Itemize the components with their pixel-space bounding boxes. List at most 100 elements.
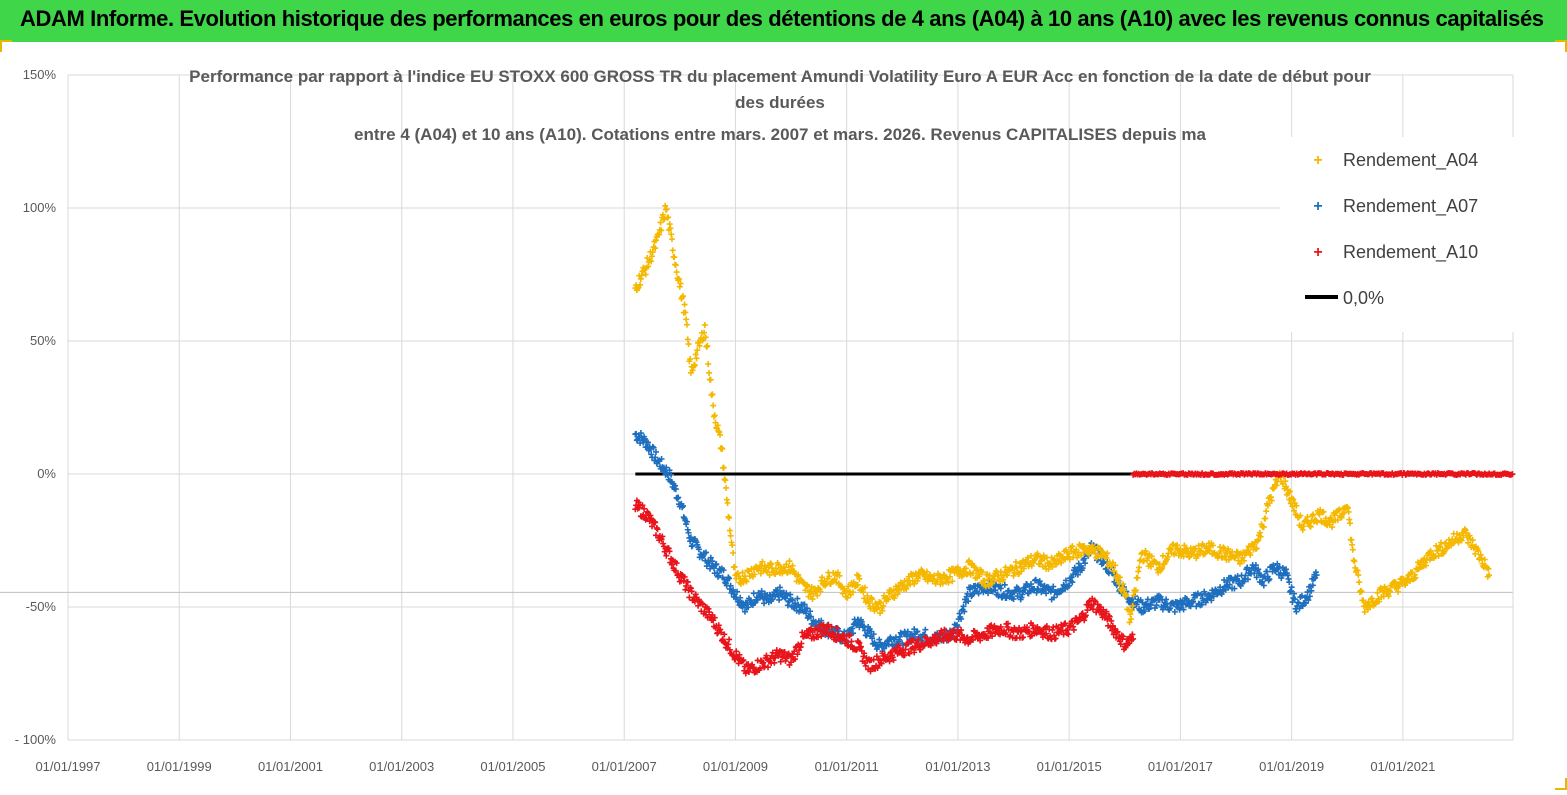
point-a07 (633, 430, 640, 437)
point-a07 (761, 600, 768, 607)
point-a10 (873, 653, 880, 660)
point-a10 (641, 505, 648, 512)
point-a04 (970, 570, 977, 577)
point-a04 (642, 271, 649, 278)
point-a10 (1065, 631, 1072, 638)
point-a04 (1073, 546, 1080, 553)
point-a04 (809, 596, 816, 603)
point-a04 (814, 592, 821, 599)
x-tick-label: 01/01/2017 (1148, 759, 1213, 774)
point-a04 (1331, 512, 1338, 519)
point-a04 (976, 573, 983, 580)
point-a04 (1304, 513, 1311, 520)
point-a04 (854, 581, 861, 588)
legend-marker-a04: + (1313, 152, 1322, 169)
axis-layer: 150% 100% 50% 0% -50% - 100% 01/01/1997 01/01/1… (15, 67, 1436, 774)
point-a04 (1171, 550, 1178, 557)
point-a07 (1035, 586, 1042, 593)
point-a07 (1190, 598, 1197, 605)
point-a04 (1486, 572, 1493, 579)
point-a07 (1298, 592, 1305, 599)
point-a10 (890, 657, 897, 664)
point-a04 (1376, 598, 1383, 605)
point-a04 (1392, 579, 1399, 586)
legend-item-a04: + Rendement_A04 (1313, 150, 1478, 171)
point-a07 (922, 626, 929, 633)
y-tick-label: 0% (37, 466, 56, 481)
point-a10 (695, 602, 702, 609)
y-tick-label: 150% (23, 67, 57, 82)
point-a10 (1084, 607, 1091, 614)
point-a04 (991, 576, 998, 583)
point-a04 (834, 569, 841, 576)
point-a07 (715, 572, 722, 579)
point-a07 (650, 444, 657, 451)
point-a10 (915, 636, 922, 643)
point-a10 (1043, 630, 1050, 637)
point-a04 (722, 477, 729, 484)
point-a07 (1291, 596, 1298, 603)
point-a10 (902, 646, 909, 653)
point-a04 (667, 225, 674, 232)
point-a07 (641, 435, 648, 442)
point-a10 (733, 648, 740, 655)
point-a07 (730, 586, 737, 593)
point-a04 (717, 431, 724, 438)
point-a04 (1351, 558, 1358, 565)
point-a04 (705, 361, 712, 368)
point-a04 (1427, 547, 1434, 554)
point-a10 (906, 650, 913, 657)
point-a04 (1225, 545, 1232, 552)
point-a04 (1053, 561, 1060, 568)
point-a04 (751, 571, 758, 578)
point-a04 (1283, 483, 1290, 490)
point-a07 (958, 615, 965, 622)
point-a07 (668, 471, 675, 478)
point-a04 (683, 321, 690, 328)
point-a07 (794, 595, 801, 602)
point-a04 (726, 527, 733, 534)
point-a10 (777, 658, 784, 665)
point-a07 (1069, 579, 1076, 586)
point-a10 (1103, 608, 1110, 615)
point-a04 (860, 589, 867, 596)
chart-area: 150% 100% 50% 0% -50% - 100% 01/01/1997 01/01/1… (0, 42, 1567, 790)
point-a04 (1253, 545, 1260, 552)
point-a04 (1385, 593, 1392, 600)
point-a10 (639, 502, 646, 509)
legend-label-a04: Rendement_A04 (1343, 150, 1478, 171)
point-a07 (663, 464, 670, 471)
point-a04 (673, 269, 680, 276)
point-a07 (1304, 589, 1311, 596)
point-a10 (1020, 634, 1027, 641)
point-a07 (960, 603, 967, 610)
point-a10 (792, 656, 799, 663)
point-a04 (1282, 478, 1289, 485)
point-a10 (828, 623, 835, 630)
point-a07 (967, 584, 974, 591)
point-a07 (1225, 584, 1232, 591)
point-a04 (1148, 553, 1155, 560)
point-a04 (1240, 557, 1247, 564)
point-a07 (1141, 608, 1148, 615)
point-a10 (726, 636, 733, 643)
point-a07 (914, 628, 921, 635)
point-a10 (781, 649, 788, 656)
point-a10 (740, 657, 747, 664)
point-a10 (745, 668, 752, 675)
point-a04 (668, 236, 675, 243)
point-a07 (1231, 585, 1238, 592)
point-a04 (1347, 520, 1354, 527)
point-a10 (1110, 631, 1117, 638)
point-a04 (1396, 583, 1403, 590)
point-a04 (1192, 545, 1199, 552)
point-a10 (878, 660, 885, 667)
point-a07 (652, 454, 659, 461)
point-a07 (1252, 562, 1259, 569)
point-a10 (649, 523, 656, 530)
point-a04 (807, 587, 814, 594)
point-a07 (1032, 576, 1039, 583)
point-a07 (1180, 606, 1187, 613)
point-a04 (676, 275, 683, 282)
point-a04 (724, 500, 731, 507)
